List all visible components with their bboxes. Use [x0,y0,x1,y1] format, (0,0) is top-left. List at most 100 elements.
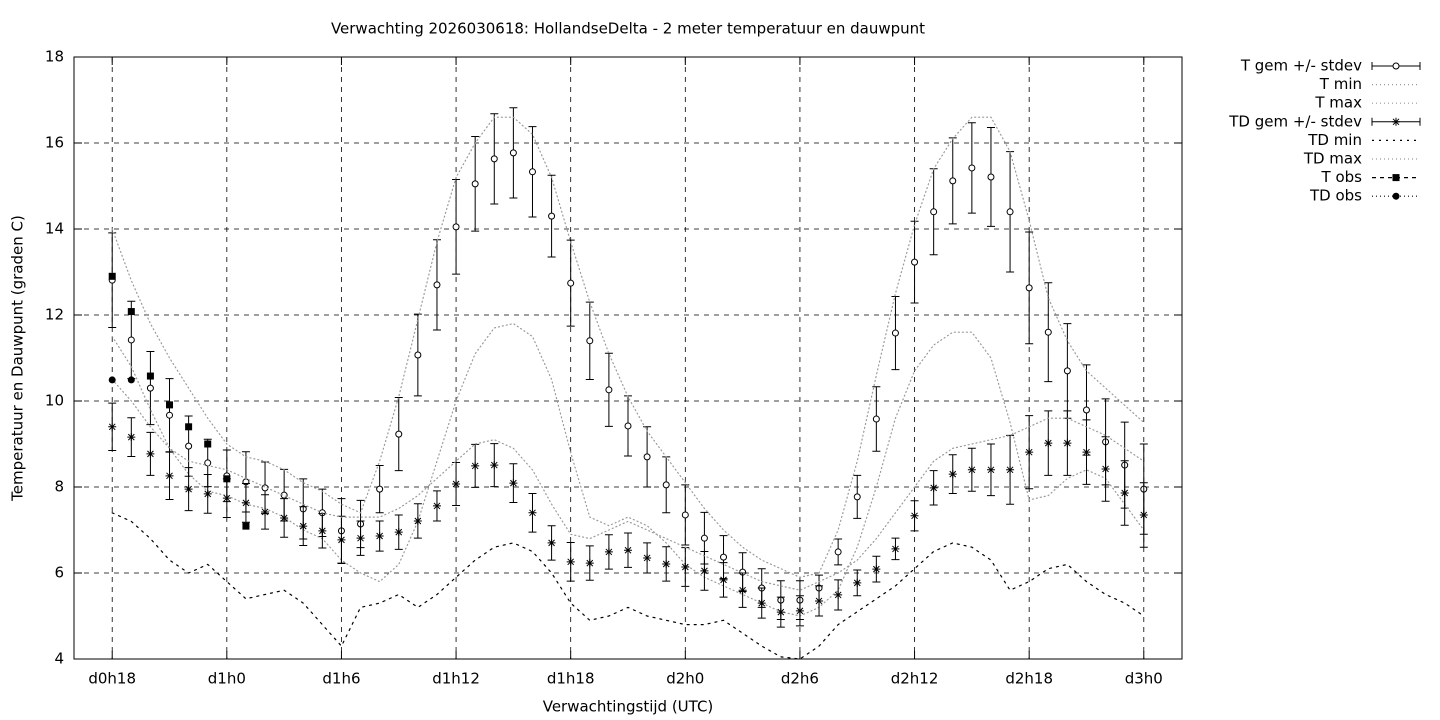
point [222,494,231,503]
point [376,485,384,493]
x-axis-label: Verwachtingstijd (UTC) [543,698,714,716]
point [204,440,212,448]
plot-frame [73,56,1183,660]
point [700,534,708,542]
point [1025,284,1033,292]
point [413,516,422,525]
point [643,453,651,461]
x-tick-label: d1h18 [547,670,595,688]
x-tick-label: d1h12 [432,670,480,688]
point [662,559,671,568]
point [681,562,690,571]
legend-key [1372,192,1420,200]
point [1139,510,1148,519]
point [471,461,480,470]
point [299,522,308,531]
point [1082,448,1091,457]
x-tick-label: d3h0 [1125,670,1163,688]
legend-marker [1392,62,1400,70]
point [586,337,594,345]
legend-marker [1392,192,1400,200]
point [452,479,461,488]
point [414,351,422,359]
point [757,599,766,608]
point [815,596,824,605]
point [184,485,193,494]
point [968,164,976,172]
point [108,272,116,280]
point [604,547,613,556]
point [509,149,517,157]
line [111,512,1145,660]
point [146,384,154,392]
legend-marker [1392,117,1400,126]
point [432,501,441,510]
point [566,557,575,566]
point [471,180,479,188]
point [356,534,365,543]
point [910,511,919,520]
point [528,508,537,517]
legend-label: TD max [1303,150,1362,168]
point [987,173,995,181]
point [548,212,556,220]
point [872,565,881,574]
y-tick-label: 14 [45,220,64,238]
point [108,422,117,431]
point [165,471,174,480]
point [929,483,938,492]
point [490,155,498,163]
x-tick-label: d2h6 [781,670,819,688]
x-tick-label: d1h6 [322,670,360,688]
point [509,479,518,488]
point [872,415,880,423]
point [1082,406,1090,414]
point [337,535,346,544]
point [375,532,384,541]
point [1063,439,1072,448]
point [146,449,155,458]
point [930,208,938,216]
y-tick-label: 4 [54,650,64,668]
point [1044,439,1053,448]
point [185,442,193,450]
x-tick-label: d2h12 [891,670,939,688]
line [111,116,1145,578]
legend-label: T max [1314,94,1362,112]
point [949,177,957,185]
point [261,507,270,516]
legend-key [1371,117,1421,126]
point [605,386,613,394]
point [567,279,575,287]
legend-label: TD min [1307,131,1362,149]
point [203,489,212,498]
legend-marker [1392,174,1400,182]
x-tick-label: d2h18 [1005,670,1053,688]
point [1120,489,1129,498]
point [948,470,957,479]
legend-label: T obs [1321,168,1363,186]
point [891,544,900,553]
point [681,511,689,519]
point [394,528,403,537]
y-tick-label: 10 [45,392,64,410]
point [662,481,670,489]
point [624,546,632,555]
legend-label: TD gem +/- stdev [1228,112,1362,130]
point [452,223,460,231]
point [1044,328,1052,336]
point [1006,465,1015,474]
y-axis-label: Temperatuur en Dauwpunt (graden C) [9,215,27,502]
y-tick-label: 18 [45,48,64,66]
point [490,461,499,470]
point [108,376,116,384]
point [166,401,174,409]
point [127,308,135,316]
point [795,606,804,615]
point [1025,448,1034,457]
point [318,526,327,535]
x-tick-label: d0h18 [88,670,136,688]
point [547,538,556,547]
point [127,336,135,344]
